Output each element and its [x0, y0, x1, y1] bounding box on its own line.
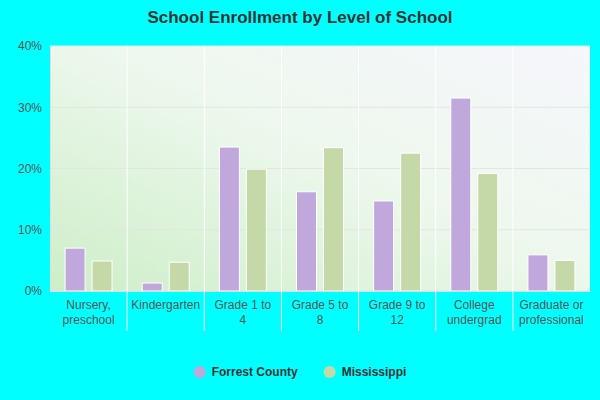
bar [246, 169, 266, 291]
x-tick-label: Collegeundergrad [447, 298, 502, 328]
y-tick: 20% [18, 162, 50, 176]
plot: 0% 10% 20% 30% 40% Nursery,preschool Kindergar… [18, 39, 591, 331]
y-tick: 0% [25, 284, 50, 298]
legend-label: Forrest County [212, 365, 298, 379]
y-tick-label: 30% [18, 101, 42, 115]
x-tick: Grade 1 to4 [215, 291, 272, 327]
bar [142, 283, 162, 291]
x-tick: Graduate orprofessional [519, 291, 584, 327]
y-tick: 40% [18, 39, 50, 53]
separator [358, 46, 359, 331]
x-tick: Grade 9 to12 [369, 291, 426, 327]
grid-line [50, 291, 590, 292]
legend-swatch [194, 366, 206, 378]
bars [65, 98, 575, 291]
x-tick-label: Grade 9 to12 [369, 298, 426, 328]
separators [127, 46, 513, 331]
x-tick-label: Grade 5 to8 [292, 298, 349, 328]
separator [281, 46, 282, 331]
y-tick-label: 10% [18, 223, 42, 237]
x-tick-label: Kindergarten [131, 298, 200, 312]
x-tick-label: Graduate orprofessional [519, 298, 584, 328]
separator [127, 46, 128, 331]
y-axis: 0% 10% 20% 30% 40% [18, 39, 51, 298]
bar [219, 147, 239, 291]
separator [204, 46, 205, 331]
bar [65, 248, 85, 291]
bar [401, 153, 421, 291]
bar [374, 201, 394, 291]
grid-line [50, 46, 590, 47]
separator [435, 46, 436, 331]
x-tick: Nursery,preschool [63, 291, 115, 327]
separator [512, 46, 513, 331]
legend-item: Forrest County [194, 365, 298, 379]
bar [528, 255, 548, 291]
legend-swatch [324, 366, 336, 378]
grid-line [50, 168, 590, 169]
legend: Forrest County Mississippi [194, 365, 407, 379]
bar [297, 192, 317, 291]
y-tick-label: 0% [25, 284, 43, 298]
x-axis-line [51, 291, 591, 292]
x-tick-label: Grade 1 to4 [215, 298, 272, 328]
bar [451, 98, 471, 291]
y-axis-line [50, 47, 51, 292]
plot-background [50, 46, 590, 291]
x-tick: Grade 5 to8 [292, 291, 349, 327]
x-tick-label: Nursery,preschool [63, 298, 115, 328]
legend-label: Mississippi [342, 365, 407, 379]
bar [555, 260, 575, 291]
chart: School Enrollment by Level of School 0% 10… [0, 0, 600, 400]
bar [92, 261, 112, 291]
bar [478, 173, 498, 291]
bar [324, 148, 344, 291]
grid-line [50, 107, 590, 108]
bar [169, 262, 189, 291]
title: School Enrollment by Level of School [147, 8, 452, 27]
y-tick: 30% [18, 101, 50, 115]
y-tick-label: 40% [18, 39, 42, 53]
y-tick-label: 20% [18, 162, 42, 176]
y-tick: 10% [18, 223, 50, 237]
x-axis: Nursery,preschool Kindergarten Grade 1 to4… [51, 291, 591, 327]
grid-line [50, 229, 590, 230]
grid [50, 46, 590, 291]
x-tick: Kindergarten [131, 291, 200, 312]
x-tick: Collegeundergrad [447, 291, 502, 327]
legend-item: Mississippi [324, 365, 407, 379]
